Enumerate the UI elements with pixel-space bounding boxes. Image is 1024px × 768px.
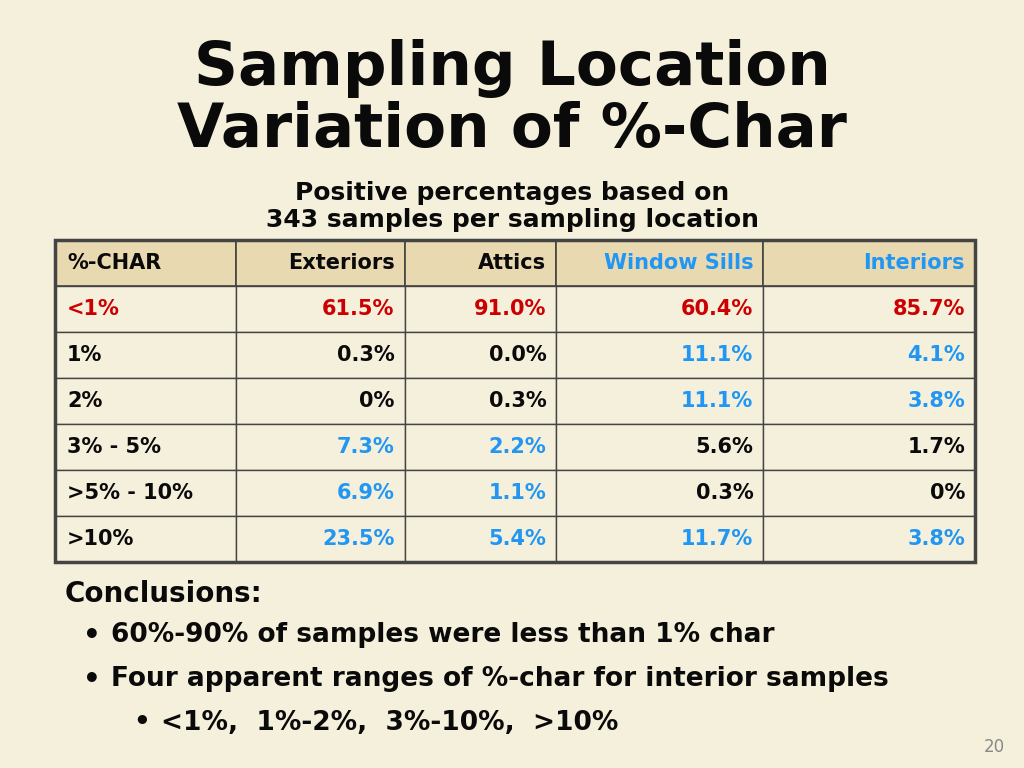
Bar	[237, 286, 404, 332]
Bar	[55, 240, 975, 562]
Text: 2%: 2%	[67, 391, 102, 411]
Bar	[55, 378, 237, 424]
Bar	[556, 332, 764, 378]
Bar	[764, 516, 975, 562]
Bar	[764, 332, 975, 378]
Text: 85.7%: 85.7%	[893, 299, 965, 319]
Text: 343 samples per sampling location: 343 samples per sampling location	[265, 208, 759, 232]
Text: •: •	[83, 622, 100, 650]
Bar	[55, 286, 237, 332]
Bar	[556, 424, 764, 470]
Text: 5.4%: 5.4%	[488, 529, 547, 549]
Bar	[764, 378, 975, 424]
Text: >10%: >10%	[67, 529, 134, 549]
Text: 0.3%: 0.3%	[695, 483, 754, 503]
Bar	[237, 378, 404, 424]
Text: •: •	[133, 710, 150, 736]
Bar	[556, 240, 764, 286]
Bar	[556, 516, 764, 562]
Bar	[764, 424, 975, 470]
Text: 4.1%: 4.1%	[907, 345, 965, 365]
Bar	[556, 286, 764, 332]
Bar	[237, 332, 404, 378]
Bar	[404, 470, 556, 516]
Bar	[404, 424, 556, 470]
Bar	[237, 516, 404, 562]
Bar	[237, 240, 404, 286]
Bar	[556, 378, 764, 424]
Text: Interiors: Interiors	[863, 253, 965, 273]
Bar	[764, 240, 975, 286]
Text: 61.5%: 61.5%	[323, 299, 394, 319]
Text: 1.7%: 1.7%	[907, 437, 965, 457]
Text: Variation of %-Char: Variation of %-Char	[177, 101, 847, 160]
Text: 5.6%: 5.6%	[695, 437, 754, 457]
Text: 20: 20	[984, 738, 1005, 756]
Bar	[55, 240, 237, 286]
Text: Positive percentages based on: Positive percentages based on	[295, 181, 729, 205]
Text: 1.1%: 1.1%	[488, 483, 547, 503]
Bar	[55, 332, 237, 378]
Text: Window Sills: Window Sills	[604, 253, 754, 273]
Text: 0%: 0%	[359, 391, 394, 411]
Text: 6.9%: 6.9%	[337, 483, 394, 503]
Text: Exteriors: Exteriors	[288, 253, 394, 273]
Text: 11.1%: 11.1%	[681, 391, 754, 411]
Text: 3% - 5%: 3% - 5%	[67, 437, 161, 457]
Text: 91.0%: 91.0%	[474, 299, 547, 319]
Bar	[237, 470, 404, 516]
Text: Conclusions:: Conclusions:	[65, 580, 263, 608]
Text: 3.8%: 3.8%	[907, 529, 965, 549]
Text: 0%: 0%	[930, 483, 965, 503]
Bar	[404, 378, 556, 424]
Text: 60%-90% of samples were less than 1% char: 60%-90% of samples were less than 1% cha…	[111, 622, 774, 648]
Text: 60.4%: 60.4%	[681, 299, 754, 319]
Text: 0.0%: 0.0%	[488, 345, 547, 365]
Text: Attics: Attics	[478, 253, 547, 273]
Bar	[55, 424, 237, 470]
Bar	[237, 424, 404, 470]
Text: <1%,  1%-2%,  3%-10%,  >10%: <1%, 1%-2%, 3%-10%, >10%	[161, 710, 618, 736]
Bar	[55, 470, 237, 516]
Bar	[55, 516, 237, 562]
Text: 2.2%: 2.2%	[488, 437, 547, 457]
Text: 11.1%: 11.1%	[681, 345, 754, 365]
Text: <1%: <1%	[67, 299, 120, 319]
Text: %-CHAR: %-CHAR	[67, 253, 161, 273]
Text: 1%: 1%	[67, 345, 102, 365]
Text: 11.7%: 11.7%	[681, 529, 754, 549]
Text: 23.5%: 23.5%	[323, 529, 394, 549]
Text: 3.8%: 3.8%	[907, 391, 965, 411]
Bar	[764, 470, 975, 516]
Text: Sampling Location: Sampling Location	[194, 38, 830, 98]
Text: 0.3%: 0.3%	[337, 345, 394, 365]
Bar	[764, 286, 975, 332]
Text: 7.3%: 7.3%	[337, 437, 394, 457]
Bar	[404, 286, 556, 332]
Text: •: •	[83, 666, 100, 694]
Text: Four apparent ranges of %-char for interior samples: Four apparent ranges of %-char for inter…	[111, 666, 889, 692]
Text: >5% - 10%: >5% - 10%	[67, 483, 193, 503]
Bar	[404, 240, 556, 286]
Text: 0.3%: 0.3%	[488, 391, 547, 411]
Bar	[404, 332, 556, 378]
Bar	[404, 516, 556, 562]
Bar	[556, 470, 764, 516]
